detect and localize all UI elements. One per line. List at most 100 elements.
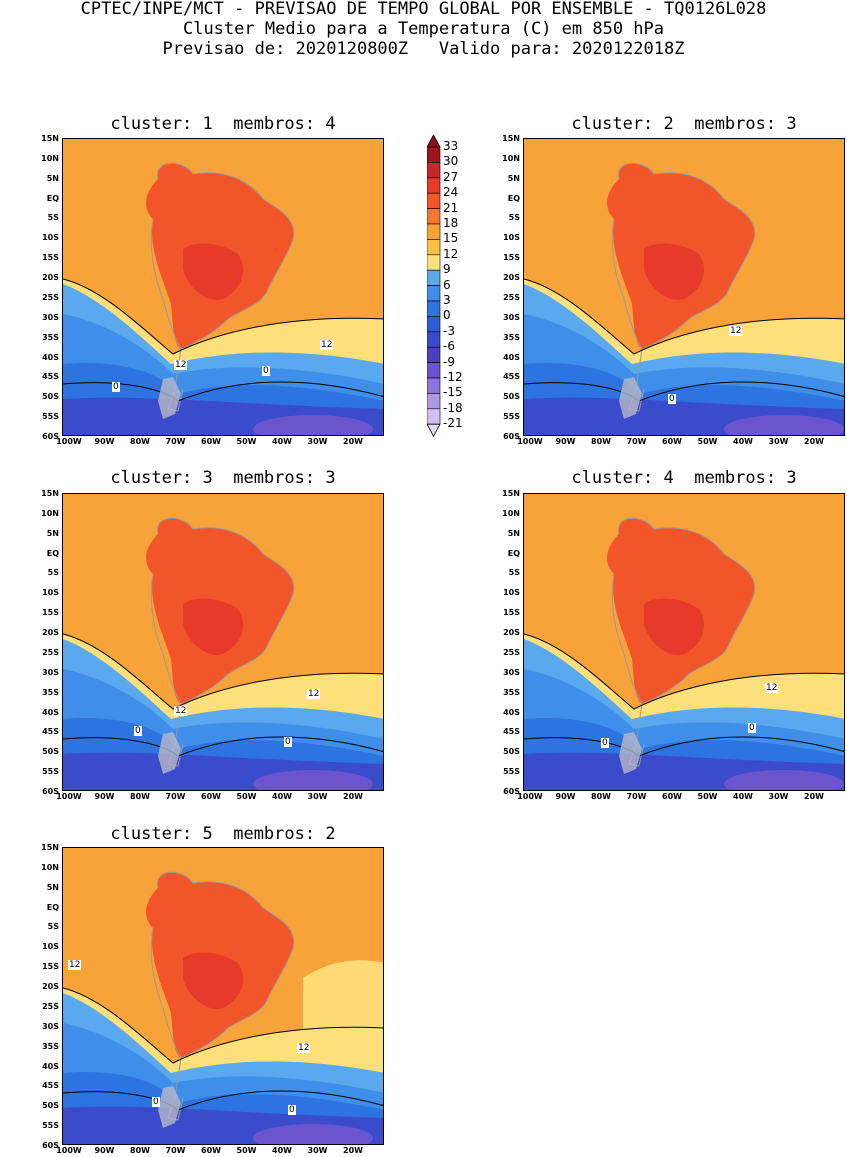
lat-label: 5S	[47, 213, 59, 223]
lat-label: 25S	[42, 647, 59, 657]
lat-label: 10S	[503, 588, 520, 598]
country-borders	[611, 162, 756, 412]
cold-core	[253, 770, 373, 790]
lat-label: 50S	[503, 747, 520, 757]
contour-label: 0	[601, 738, 609, 748]
lon-label: 60W	[662, 437, 682, 446]
map-panel-3	[62, 493, 384, 791]
colorbar-swatch	[427, 223, 441, 240]
lon-label: 100W	[517, 437, 543, 446]
lat-label: 45S	[42, 372, 59, 382]
lat-label: 10S	[42, 233, 59, 243]
contour-12	[63, 987, 383, 1064]
contour-label: 0	[748, 723, 756, 733]
contour-12	[524, 278, 844, 355]
lat-label: EQ	[507, 548, 520, 558]
colorbar-bottom-arrow	[427, 423, 441, 438]
lon-label: 40W	[272, 792, 292, 801]
lat-label: 35S	[42, 687, 59, 697]
colorbar-label: -15	[443, 385, 463, 400]
colorbar-label: 21	[443, 200, 459, 215]
lon-label: 30W	[307, 437, 328, 446]
colorbar-svg	[427, 135, 441, 438]
continent-hot-core	[183, 598, 243, 655]
lon-label: 70W	[165, 1146, 186, 1155]
colorbar-label: 27	[443, 169, 459, 184]
lat-label: 55S	[42, 1121, 59, 1131]
lon-label: 90W	[555, 792, 576, 801]
colorbar-label: 24	[443, 185, 459, 200]
lon-label: 100W	[56, 437, 82, 446]
continent-hot-core	[183, 243, 243, 300]
colorbar-label: -18	[443, 400, 463, 415]
colorbar-swatch	[427, 331, 441, 348]
colorbar-label: 0	[443, 308, 451, 323]
lon-label: 50W	[697, 437, 718, 446]
map-field	[63, 139, 383, 435]
lat-label: 20S	[503, 273, 520, 283]
colorbar-swatch	[427, 285, 441, 302]
lat-label: 45S	[503, 372, 520, 382]
lat-label: 15S	[503, 253, 520, 263]
lat-label: 15S	[503, 608, 520, 618]
colorbar-swatch	[427, 269, 441, 286]
panel-title-4: cluster: 4 membros: 3	[571, 468, 797, 488]
lat-label: 10S	[42, 942, 59, 952]
lat-label: 15N	[41, 489, 59, 498]
lat-label: 10N	[41, 508, 59, 518]
lat-label: 15N	[502, 489, 520, 498]
lon-label: 80W	[130, 437, 150, 446]
lat-label: 45S	[503, 727, 520, 737]
lon-label: 70W	[165, 437, 186, 446]
contour-label: 12	[174, 360, 188, 370]
lon-label: 70W	[626, 792, 647, 801]
lon-label: 80W	[130, 1146, 150, 1155]
lat-label: 55S	[42, 412, 59, 422]
lon-label: 50W	[236, 437, 257, 446]
header-line-1: CPTEC/INPE/MCT - PREVISAO DE TEMPO GLOBA…	[80, 0, 767, 19]
lon-label: 20W	[343, 437, 363, 446]
lat-label: 45S	[42, 727, 59, 737]
lon-label: 60W	[201, 792, 221, 801]
colorbar-label: 6	[443, 277, 451, 292]
lat-label: 50S	[42, 747, 59, 757]
panel-title-5: cluster: 5 membros: 2	[110, 824, 336, 844]
country-borders	[150, 162, 295, 412]
lat-label: 10N	[502, 153, 520, 163]
lon-label: 90W	[94, 792, 115, 801]
lat-label: 25S	[503, 292, 520, 302]
lon-label: 50W	[697, 792, 718, 801]
contour-label: 12	[307, 689, 321, 699]
lat-label: 60S	[503, 432, 520, 441]
panel-title-3: cluster: 3 membros: 3	[110, 468, 336, 488]
lat-label: 10N	[41, 862, 59, 872]
colorbar-swatch	[427, 254, 441, 271]
lat-label: 20S	[42, 628, 59, 638]
colorbar-label: 18	[443, 216, 459, 230]
colorbar-swatch	[427, 377, 441, 394]
contour-label: 0	[288, 1105, 296, 1115]
header-line-2: Cluster Medio para a Temperatura (C) em …	[182, 19, 665, 39]
lat-label: EQ	[46, 548, 59, 558]
lat-label: 60S	[503, 787, 520, 796]
lon-label: 70W	[626, 437, 647, 446]
lat-label: 35S	[503, 687, 520, 697]
colorbar-top-arrow	[427, 135, 441, 148]
map-panel-2	[523, 138, 845, 436]
panel-title-2: cluster: 2 membros: 3	[571, 114, 797, 134]
lat-label: 40S	[42, 1061, 59, 1071]
lat-label: 40S	[42, 707, 59, 717]
lat-label: 15N	[502, 134, 520, 143]
lon-label: 20W	[804, 792, 824, 801]
patagonia-land	[158, 732, 181, 774]
lat-label: 15N	[41, 843, 59, 852]
lon-label: 90W	[94, 437, 115, 446]
lon-label: 100W	[56, 1146, 82, 1155]
contour-0	[524, 381, 844, 402]
contour-label: 12	[320, 340, 334, 350]
contour-label: 12	[174, 706, 188, 716]
contour-label: 12	[765, 683, 779, 693]
lat-label: 40S	[503, 352, 520, 362]
colorbar-swatch	[427, 393, 441, 410]
lon-label: 80W	[130, 792, 150, 801]
